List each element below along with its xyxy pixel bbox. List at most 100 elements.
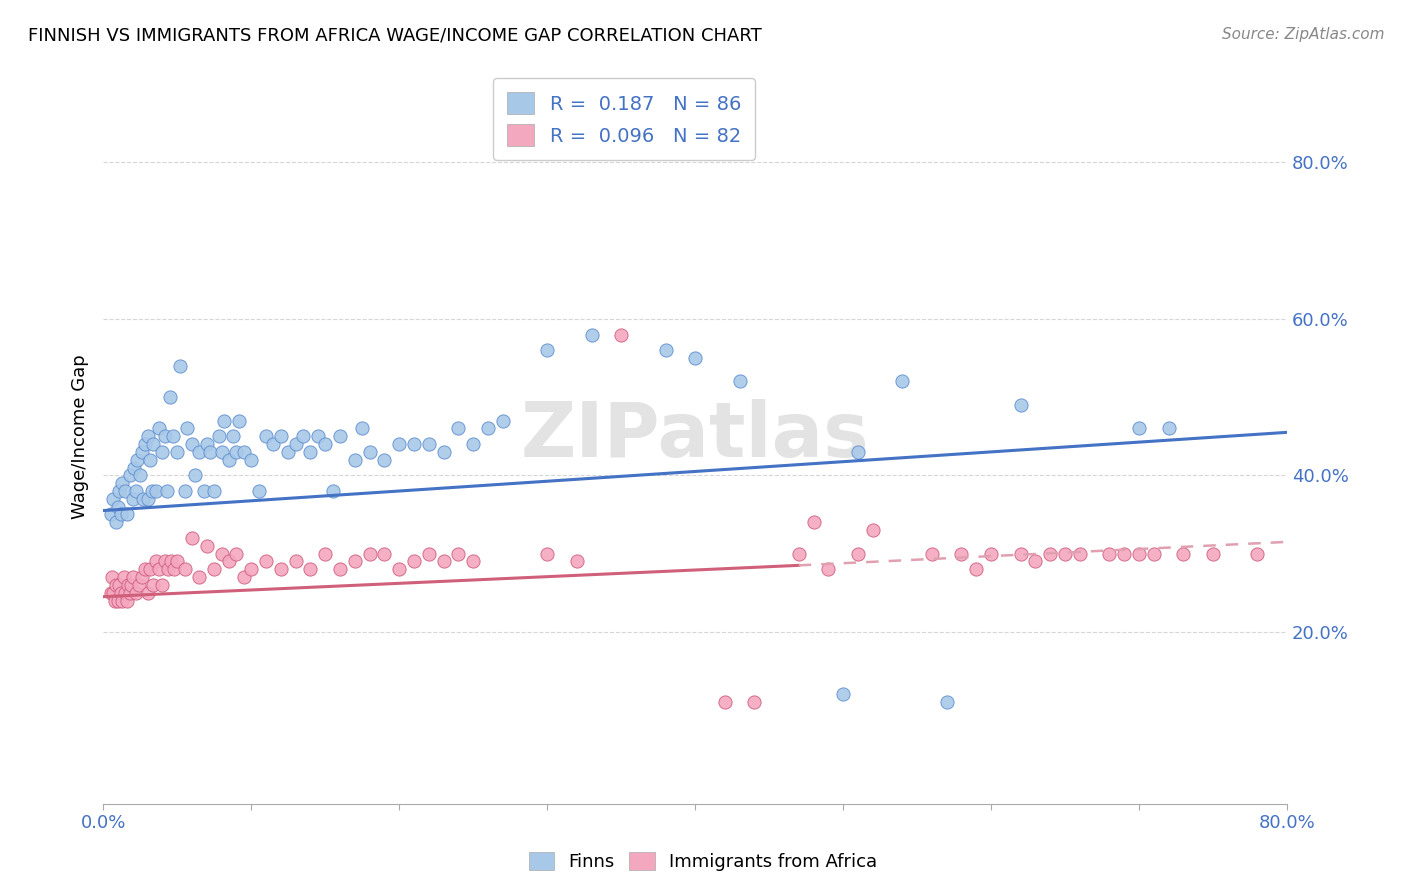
Point (247, 483, 270, 498)
Point (832, 688, 855, 702)
Point (142, 578, 165, 592)
Point (129, 468, 152, 483)
Point (148, 562, 170, 576)
Point (299, 445, 322, 459)
Point (160, 554, 183, 568)
Point (284, 554, 307, 568)
Point (329, 562, 352, 576)
Point (115, 593, 138, 607)
Point (122, 460, 145, 475)
Point (862, 523, 884, 537)
Point (139, 562, 162, 576)
Point (163, 562, 186, 576)
Point (108, 578, 131, 592)
Point (787, 547, 810, 561)
Point (128, 578, 150, 592)
Point (1202, 547, 1225, 561)
Point (150, 578, 173, 592)
Point (166, 445, 188, 459)
Point (1098, 547, 1121, 561)
Point (1010, 547, 1032, 561)
Point (162, 429, 184, 443)
Point (181, 531, 204, 545)
Point (184, 468, 207, 483)
Point (1024, 554, 1046, 568)
Point (104, 593, 127, 607)
Point (232, 445, 254, 459)
Point (1069, 547, 1091, 561)
Point (359, 445, 381, 459)
Point (240, 452, 263, 467)
Point (218, 554, 240, 568)
Legend: Finns, Immigrants from Africa: Finns, Immigrants from Africa (522, 845, 884, 879)
Point (228, 414, 250, 428)
Point (125, 585, 148, 599)
Point (713, 695, 735, 709)
Point (157, 562, 180, 576)
Point (173, 562, 195, 576)
Point (118, 468, 141, 483)
Point (1157, 421, 1180, 435)
Point (131, 445, 153, 459)
Point (181, 437, 204, 451)
Point (270, 429, 292, 443)
Point (329, 429, 352, 443)
Point (176, 421, 198, 435)
Point (134, 562, 156, 576)
Point (136, 429, 159, 443)
Point (100, 508, 122, 522)
Point (291, 429, 314, 443)
Point (817, 562, 839, 576)
Point (322, 483, 344, 498)
Point (114, 585, 136, 599)
Point (214, 414, 236, 428)
Point (232, 570, 254, 584)
Point (136, 585, 159, 599)
Point (202, 483, 225, 498)
Point (134, 437, 156, 451)
Y-axis label: Wage/Income Gap: Wage/Income Gap (72, 354, 89, 518)
Point (846, 547, 869, 561)
Point (965, 562, 987, 576)
Point (432, 445, 454, 459)
Point (581, 327, 603, 342)
Point (150, 445, 173, 459)
Point (136, 491, 159, 506)
Point (240, 562, 263, 576)
Point (121, 570, 143, 584)
Point (314, 437, 336, 451)
Text: FINNISH VS IMMIGRANTS FROM AFRICA WAGE/INCOME GAP CORRELATION CHART: FINNISH VS IMMIGRANTS FROM AFRICA WAGE/I… (28, 27, 762, 45)
Point (921, 547, 943, 561)
Point (211, 547, 233, 561)
Text: ZIPatlas: ZIPatlas (520, 400, 869, 474)
Point (1173, 547, 1195, 561)
Point (195, 437, 218, 451)
Point (477, 421, 499, 435)
Point (112, 570, 135, 584)
Point (107, 593, 129, 607)
Point (141, 483, 163, 498)
Point (565, 554, 588, 568)
Point (131, 570, 153, 584)
Point (222, 429, 245, 443)
Point (373, 452, 395, 467)
Point (262, 437, 284, 451)
Point (103, 491, 125, 506)
Point (447, 421, 470, 435)
Point (935, 695, 957, 709)
Point (127, 452, 149, 467)
Point (121, 491, 143, 506)
Point (118, 585, 141, 599)
Point (950, 547, 973, 561)
Point (132, 491, 155, 506)
Point (145, 483, 167, 498)
Point (211, 445, 233, 459)
Point (1054, 547, 1077, 561)
Point (461, 437, 484, 451)
Point (254, 429, 277, 443)
Point (105, 516, 128, 530)
Point (1143, 547, 1166, 561)
Point (120, 578, 142, 592)
Point (218, 452, 240, 467)
Point (270, 562, 292, 576)
